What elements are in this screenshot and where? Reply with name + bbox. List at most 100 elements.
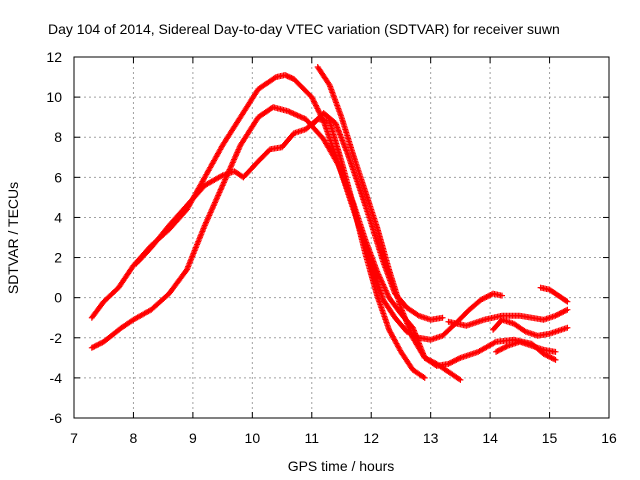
data-point bbox=[446, 360, 453, 367]
data-point bbox=[564, 324, 571, 331]
data-point bbox=[452, 357, 459, 364]
data-point bbox=[88, 344, 95, 351]
data-point bbox=[429, 358, 436, 365]
x-axis-label: GPS time / hours bbox=[288, 458, 395, 474]
data-point bbox=[98, 340, 105, 347]
data-point bbox=[453, 356, 460, 363]
data-point bbox=[564, 306, 571, 313]
data-point bbox=[487, 291, 494, 298]
data-point bbox=[547, 354, 554, 361]
y-tick-label: -4 bbox=[50, 370, 63, 386]
series-track-f bbox=[445, 306, 571, 329]
data-point bbox=[551, 356, 558, 363]
data-point bbox=[289, 110, 296, 117]
data-point bbox=[545, 353, 552, 360]
data-point bbox=[553, 312, 560, 319]
data-point bbox=[555, 311, 562, 318]
y-tick-label: 12 bbox=[46, 49, 62, 65]
data-point bbox=[430, 359, 437, 366]
x-tick-label: 12 bbox=[363, 430, 379, 446]
data-point bbox=[499, 345, 506, 352]
data-point bbox=[449, 358, 456, 365]
data-point bbox=[425, 356, 432, 363]
data-point bbox=[94, 342, 101, 349]
data-point bbox=[325, 80, 332, 87]
data-point bbox=[297, 113, 304, 120]
series-track-c bbox=[133, 116, 428, 381]
data-point bbox=[495, 347, 502, 354]
data-point bbox=[450, 358, 457, 365]
y-tick-label: 2 bbox=[54, 250, 62, 266]
data-point bbox=[424, 356, 431, 363]
data-point bbox=[291, 111, 298, 118]
data-point bbox=[503, 343, 510, 350]
data-point bbox=[95, 341, 102, 348]
data-point bbox=[478, 296, 485, 303]
y-tick-label: 8 bbox=[54, 129, 62, 145]
data-point bbox=[484, 293, 491, 300]
data-point bbox=[480, 295, 487, 302]
data-point bbox=[456, 355, 463, 362]
data-point bbox=[482, 294, 489, 301]
data-point bbox=[439, 314, 446, 321]
data-point bbox=[548, 354, 555, 361]
data-point bbox=[445, 360, 452, 367]
data-point bbox=[90, 344, 97, 351]
data-point bbox=[91, 343, 98, 350]
data-point bbox=[300, 114, 307, 121]
series-track-d bbox=[314, 64, 464, 383]
data-point bbox=[456, 376, 463, 383]
x-tick-label: 8 bbox=[130, 430, 138, 446]
data-point bbox=[271, 74, 278, 81]
data-point bbox=[423, 355, 430, 362]
data-point bbox=[497, 346, 504, 353]
data-point bbox=[457, 376, 464, 383]
data-point bbox=[290, 110, 297, 117]
x-tick-label: 10 bbox=[245, 430, 261, 446]
data-points bbox=[88, 64, 571, 383]
data-point bbox=[561, 308, 568, 315]
data-point bbox=[414, 311, 421, 318]
data-point bbox=[298, 114, 305, 121]
x-tick-label: 15 bbox=[542, 430, 558, 446]
data-point bbox=[521, 327, 528, 334]
data-point bbox=[294, 112, 301, 119]
data-point bbox=[285, 108, 291, 115]
grid-lines bbox=[74, 57, 609, 418]
y-tick-label: 6 bbox=[54, 169, 62, 185]
data-point bbox=[491, 339, 498, 346]
data-point bbox=[295, 113, 302, 120]
data-point bbox=[560, 308, 567, 315]
data-point bbox=[552, 348, 559, 355]
data-point bbox=[498, 346, 505, 353]
y-tick-label: 4 bbox=[54, 209, 62, 225]
data-point bbox=[559, 309, 566, 316]
x-tick-label: 13 bbox=[423, 430, 439, 446]
series-track-i bbox=[537, 284, 571, 305]
data-point bbox=[286, 108, 293, 115]
x-tick-label: 16 bbox=[601, 430, 617, 446]
data-point bbox=[420, 373, 427, 380]
data-point bbox=[218, 173, 225, 180]
data-point bbox=[552, 312, 559, 319]
chart-title: Day 104 of 2014, Sidereal Day-to-day VTE… bbox=[48, 21, 560, 37]
data-point bbox=[493, 348, 500, 355]
data-point bbox=[421, 374, 428, 381]
data-point bbox=[557, 310, 564, 317]
data-point bbox=[563, 297, 570, 304]
data-point bbox=[502, 344, 509, 351]
data-point bbox=[287, 109, 294, 116]
data-point bbox=[563, 307, 570, 314]
x-tick-label: 9 bbox=[189, 430, 197, 446]
series-track-g bbox=[490, 316, 571, 339]
data-point bbox=[494, 348, 501, 355]
data-point bbox=[486, 292, 493, 299]
data-point bbox=[549, 355, 556, 362]
x-tick-label: 11 bbox=[305, 430, 320, 446]
data-point bbox=[544, 352, 551, 359]
y-axis-label: SDTVAR / TECUs bbox=[5, 182, 21, 294]
x-tick-label: 14 bbox=[482, 430, 498, 446]
data-point bbox=[428, 358, 435, 365]
